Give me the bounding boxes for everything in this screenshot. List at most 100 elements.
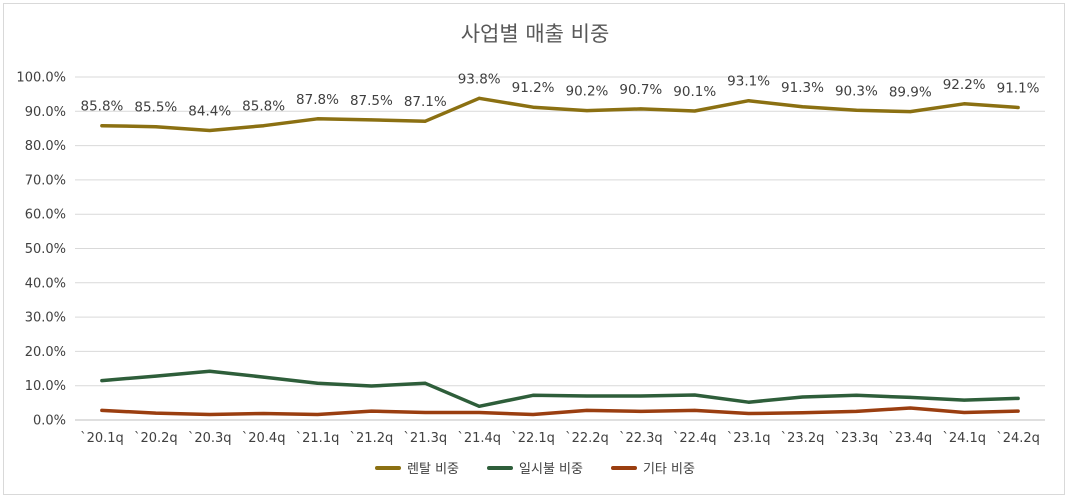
data-label: 84.4% (188, 104, 231, 120)
legend-item-other: 기타 비중 (610, 458, 695, 477)
y-tick-label: 0.0% (33, 414, 66, 429)
data-point (423, 119, 427, 123)
y-tick-label: 70.0% (25, 173, 66, 188)
data-point (208, 129, 212, 133)
data-point (531, 413, 535, 417)
data-point (854, 393, 858, 397)
y-tick-label: 50.0% (25, 242, 66, 257)
data-point (262, 375, 266, 379)
series-lines (100, 96, 1020, 417)
data-label: 93.8% (458, 71, 501, 87)
data-point (316, 117, 319, 121)
series-line-0 (100, 96, 1020, 133)
data-point (747, 99, 751, 103)
data-label: 87.1% (404, 94, 447, 110)
data-point (477, 410, 481, 414)
data-label: 85.8% (80, 99, 123, 115)
x-tick-label: `22.4q (673, 431, 717, 446)
legend-label-other: 기타 비중 (642, 462, 695, 477)
x-tick-label: `23.2q (781, 431, 825, 446)
y-tick-label: 20.0% (25, 345, 66, 360)
data-point (908, 395, 912, 399)
data-point (854, 108, 858, 112)
data-point (262, 411, 266, 415)
data-point (208, 413, 212, 417)
data-point (316, 381, 319, 385)
data-point (693, 408, 697, 412)
data-point (369, 384, 373, 388)
legend-swatch-lumpsum (487, 465, 514, 470)
data-point (639, 107, 643, 111)
data-point (531, 393, 535, 397)
data-point (908, 110, 912, 114)
data-label: 87.5% (350, 93, 393, 109)
data-label: 90.7% (619, 82, 662, 98)
data-point (154, 374, 158, 378)
data-label: 85.8% (242, 99, 285, 115)
y-tick-label: 60.0% (25, 208, 66, 223)
data-point (316, 413, 319, 417)
data-point (585, 109, 589, 113)
x-tick-label: `22.3q (619, 431, 663, 446)
data-point (693, 393, 697, 397)
data-point (1016, 106, 1020, 110)
data-label: 87.8% (296, 92, 339, 108)
data-point (801, 395, 804, 399)
x-tick-label: `21.3q (403, 431, 447, 446)
x-tick-label: `24.1q (942, 431, 986, 446)
x-tick-label: `21.1q (296, 431, 340, 446)
data-point (100, 379, 104, 383)
data-label: 90.3% (835, 83, 878, 99)
data-point (100, 408, 104, 412)
data-point (477, 96, 481, 100)
data-point (908, 406, 912, 410)
data-point (585, 394, 589, 398)
y-tick-label: 30.0% (25, 311, 66, 326)
x-tick-label: `20.2q (134, 431, 178, 446)
series-line-2 (100, 406, 1020, 417)
chart-title: 사업별 매출 비중 (460, 22, 610, 46)
data-label: 91.1% (997, 81, 1040, 97)
data-point (1016, 409, 1020, 413)
data-point (962, 410, 966, 414)
x-tick-label: `20.3q (188, 431, 232, 446)
data-point (154, 411, 158, 415)
data-label: 89.9% (889, 85, 932, 101)
y-tick-label: 80.0% (25, 139, 66, 154)
legend: 렌탈 비중 일시불 비중 기타 비중 (0, 458, 1070, 477)
x-tick-label: `24.2q (996, 431, 1040, 446)
gridlines (75, 76, 1045, 421)
data-point (962, 102, 966, 106)
data-point (854, 409, 858, 413)
data-point (639, 394, 643, 398)
data-point (801, 105, 804, 109)
data-point (531, 105, 535, 109)
data-point (1016, 396, 1020, 400)
y-tick-label: 40.0% (25, 276, 66, 291)
data-point (585, 408, 589, 412)
legend-label-lumpsum: 일시불 비중 (519, 462, 583, 477)
x-tick-label: `23.4q (888, 431, 932, 446)
x-tick-label: `22.1q (511, 431, 555, 446)
series-line-1 (100, 369, 1020, 409)
legend-swatch-rental (375, 465, 402, 470)
data-label: 91.2% (512, 80, 555, 96)
data-label: 93.1% (727, 74, 770, 90)
x-tick-label: `20.1q (80, 431, 124, 446)
y-tick-label: 90.0% (25, 105, 66, 120)
legend-item-lumpsum: 일시불 비중 (487, 458, 583, 477)
data-point (747, 400, 751, 404)
data-point (262, 124, 266, 128)
legend-swatch-other (610, 465, 637, 470)
x-axis: `20.1q `20.2q `20.3q `20.4q `21.1q `21.2q `21.… (80, 431, 1040, 446)
data-point (369, 409, 373, 413)
x-tick-label: `20.4q (242, 431, 286, 446)
x-tick-label: `23.1q (727, 431, 771, 446)
data-label: 91.3% (781, 80, 824, 96)
data-point (208, 369, 212, 373)
data-label: 90.1% (673, 84, 716, 100)
y-tick-label: 100.0% (16, 71, 66, 86)
data-point (747, 411, 751, 415)
x-tick-label: `21.2q (350, 431, 394, 446)
